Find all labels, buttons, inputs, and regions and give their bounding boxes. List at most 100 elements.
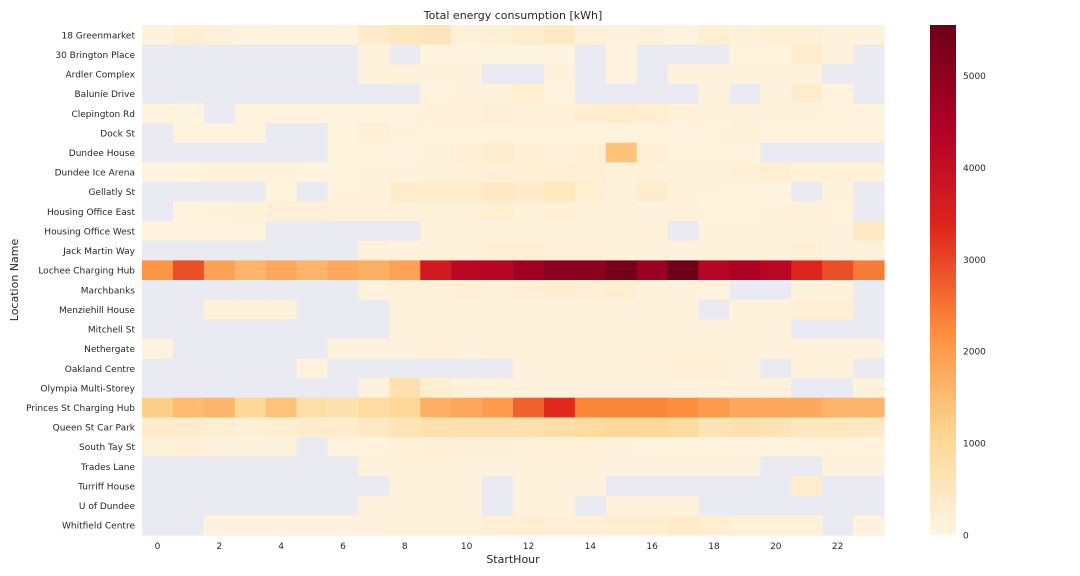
heatmap-cell [234,142,267,163]
colorbar-tick-label: 3000 [963,256,986,266]
heatmap-cell [358,103,390,124]
heatmap-cell [265,201,298,222]
heatmap-cell [172,495,205,516]
heatmap-cell [791,201,823,222]
heatmap-cell [142,201,174,222]
heatmap-cell [729,240,761,261]
heatmap-cell [543,44,576,65]
heatmap-cell [296,25,329,46]
heatmap-cell [234,515,267,536]
heatmap-cell [636,240,669,261]
heatmap-cell [451,397,483,418]
heatmap-cell [543,64,576,85]
heatmap-cell [327,201,360,222]
heatmap-cell [822,378,854,399]
heatmap-cell [853,358,885,379]
heatmap-cell [636,417,669,438]
heatmap-cell [389,456,421,477]
heatmap-cell [389,280,421,301]
heatmap-cell [265,44,298,65]
heatmap-cell [203,417,236,438]
heatmap-cell [574,338,607,360]
heatmap-cell [327,378,360,399]
heatmap-cell [760,162,792,183]
heatmap-cell [791,103,823,124]
heatmap-cell [234,260,267,281]
heatmap-cell [451,358,483,379]
heatmap-cell [791,515,823,536]
heatmap-cell [327,103,360,124]
heatmap-cell [729,299,761,320]
heatmap-cell [203,240,236,261]
heatmap-cell [142,162,174,183]
heatmap-cell [636,436,669,458]
heatmap-cell [543,123,576,144]
heatmap-cell [482,397,514,418]
heatmap-cell [698,476,731,497]
heatmap-cell [327,64,360,85]
heatmap-cell [172,64,205,85]
colorbar [930,25,956,535]
heatmap-cell [822,83,854,105]
heatmap-cell [172,181,205,203]
heatmap-cell [574,221,607,242]
heatmap-cell [574,123,607,144]
heatmap-cell [234,378,267,399]
heatmap-cell [142,142,174,163]
heatmap-cell [358,83,390,105]
heatmap-cell [791,299,823,320]
heatmap-cell [574,64,607,85]
heatmap-cell [667,358,700,379]
heatmap-cell [605,142,638,163]
heatmap-cell [605,221,638,242]
heatmap-cell [203,299,236,320]
heatmap-cell [327,495,360,516]
heatmap-cell [513,495,545,516]
heatmap-cell [203,44,236,65]
heatmap-cell [822,162,854,183]
heatmap-cell [203,260,236,281]
heatmap-cell [327,123,360,144]
heatmap-cell [822,25,854,46]
y-tick-label: Olympia Multi-Storey [40,384,135,394]
heatmap-cell [791,260,823,281]
heatmap-cell [791,338,823,360]
y-tick-label: Menziehill House [59,306,136,316]
heatmap-cell [451,456,483,477]
colorbar-tick-label: 2000 [963,348,986,358]
x-tick-label: 16 [646,542,658,552]
heatmap-cell [760,397,792,418]
heatmap-cell [296,436,329,458]
heatmap-cell [729,515,761,536]
heatmap-cell [822,358,854,379]
heatmap-cell [760,280,792,301]
heatmap-cell [853,25,885,46]
heatmap-cell [482,64,514,85]
heatmap-cell [451,299,483,320]
heatmap-cell [853,123,885,144]
heatmap-cell [822,476,854,497]
heatmap-cell [389,221,421,242]
heatmap-cell [203,456,236,477]
heatmap-cell [543,280,576,301]
colorbar-tick-label: 1000 [963,440,986,450]
heatmap-cell [513,103,545,124]
heatmap-cell [543,142,576,163]
heatmap-cell [203,436,236,458]
heatmap-cell [853,103,885,124]
heatmap-cell [822,436,854,458]
heatmap-cell [420,25,452,46]
heatmap-cell [358,44,390,65]
heatmap-cell [142,260,174,281]
heatmap-cell [265,162,298,183]
heatmap-cell [420,44,452,65]
heatmap-cell [513,299,545,320]
heatmap-cell [451,25,483,46]
heatmap-cell [172,397,205,418]
heatmap-cell [513,25,545,46]
y-tick-label: Marchbanks [81,286,136,296]
heatmap-cell [667,378,700,399]
heatmap-cell [296,476,329,497]
heatmap-cell [327,83,360,105]
